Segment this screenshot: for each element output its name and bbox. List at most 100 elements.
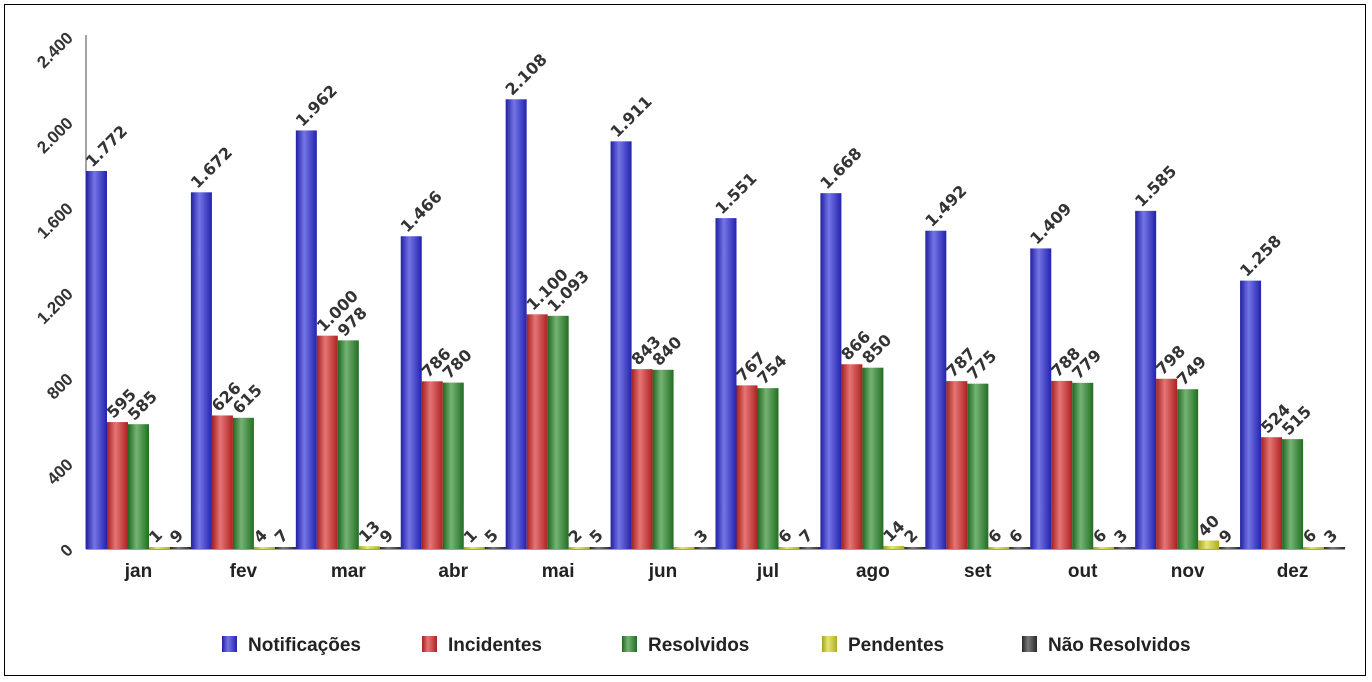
bar [1303, 547, 1325, 549]
bar [1072, 382, 1094, 549]
bar [1051, 380, 1073, 549]
bar [232, 417, 254, 549]
y-tick-label: 400 [43, 455, 76, 488]
bar [190, 192, 212, 549]
x-category-label: mai [542, 561, 575, 582]
bar [1030, 248, 1052, 549]
data-label: 3 [690, 526, 711, 547]
y-tick-label: 2.400 [33, 28, 77, 72]
y-tick-label: 0 [57, 540, 77, 560]
x-category-label: jan [124, 561, 152, 582]
bar [379, 547, 401, 549]
legend-label: Incidentes [448, 635, 542, 656]
data-label: 1.911 [606, 92, 655, 141]
bar [652, 369, 674, 549]
legend-swatch [1022, 636, 1037, 652]
data-label: 1.258 [1236, 231, 1285, 280]
bar [400, 236, 422, 549]
bar [694, 547, 716, 549]
bar [211, 415, 233, 549]
data-label: 1.466 [397, 187, 446, 236]
bar [107, 422, 128, 549]
legend-label: Notificações [248, 635, 361, 656]
bar [358, 546, 380, 549]
bar [967, 383, 989, 549]
bar [547, 315, 569, 549]
legend-swatch [222, 636, 237, 652]
x-category-label: fev [230, 561, 258, 582]
data-label: 1.772 [82, 122, 131, 171]
x-category-label: ago [856, 561, 890, 582]
bar [337, 340, 359, 549]
bar [1114, 547, 1136, 549]
bar [673, 547, 695, 549]
bar [170, 547, 191, 549]
bar [274, 547, 296, 549]
bar [610, 141, 632, 549]
legend-swatch [422, 636, 437, 652]
bar [1261, 437, 1283, 549]
bar [799, 547, 821, 549]
bar [631, 369, 653, 549]
y-tick-label: 800 [43, 370, 76, 403]
data-label: 5 [481, 526, 502, 547]
bar [1282, 439, 1304, 549]
bar [1324, 547, 1346, 549]
bar [1177, 389, 1199, 549]
data-label: 1.672 [187, 143, 236, 192]
data-label: 1.962 [292, 81, 341, 130]
legend-label: Não Resolvidos [1048, 635, 1191, 656]
data-label: 1.409 [1026, 199, 1075, 248]
bar [1093, 547, 1115, 549]
x-category-label: nov [1171, 561, 1205, 582]
x-category-label: dez [1277, 561, 1309, 582]
bar [946, 381, 968, 549]
data-label: 1.492 [921, 181, 970, 230]
bar [463, 547, 485, 549]
data-label: 9 [166, 526, 187, 547]
bar [988, 547, 1010, 549]
data-label: 3 [1320, 526, 1341, 547]
legend-label: Resolvidos [648, 635, 749, 656]
bar [421, 381, 443, 549]
data-label: 5 [586, 526, 607, 547]
data-label: 3 [1110, 526, 1131, 547]
bar [841, 364, 863, 549]
legend-item: Resolvidos [622, 635, 749, 656]
data-label: 7 [795, 526, 816, 547]
x-category-label: jul [756, 561, 779, 582]
data-label: 1.551 [711, 169, 760, 218]
bar [253, 547, 275, 549]
bars [86, 99, 1346, 549]
data-label: 1.585 [1131, 161, 1180, 210]
legend-swatch [822, 636, 837, 652]
y-tick-label: 1.600 [33, 199, 77, 243]
bar [526, 314, 548, 549]
bar [442, 382, 464, 549]
bar [883, 546, 905, 549]
bar [1240, 280, 1262, 549]
bar [505, 99, 527, 549]
legend-item: Incidentes [422, 635, 542, 656]
legend-swatch [622, 636, 637, 652]
data-label: 2.108 [502, 50, 551, 99]
legend-item: Pendentes [822, 635, 944, 656]
bar [316, 335, 338, 549]
bar [1156, 378, 1178, 549]
bar [1198, 540, 1220, 549]
bar [778, 547, 800, 549]
legend: Notificações Incidentes Resolvidos Pendente… [222, 635, 1191, 656]
bar [715, 218, 737, 549]
legend-label: Pendentes [848, 635, 944, 656]
bar [820, 193, 842, 549]
y-tick-label: 1.200 [33, 284, 77, 328]
legend-item: Não Resolvidos [1022, 635, 1191, 656]
bar [1219, 547, 1241, 549]
bar [757, 388, 779, 549]
x-category-label: jun [648, 561, 678, 582]
x-category-label: out [1068, 561, 1098, 582]
bar [862, 367, 884, 549]
bar [1135, 210, 1157, 549]
y-tick-label: 2.000 [33, 114, 77, 158]
